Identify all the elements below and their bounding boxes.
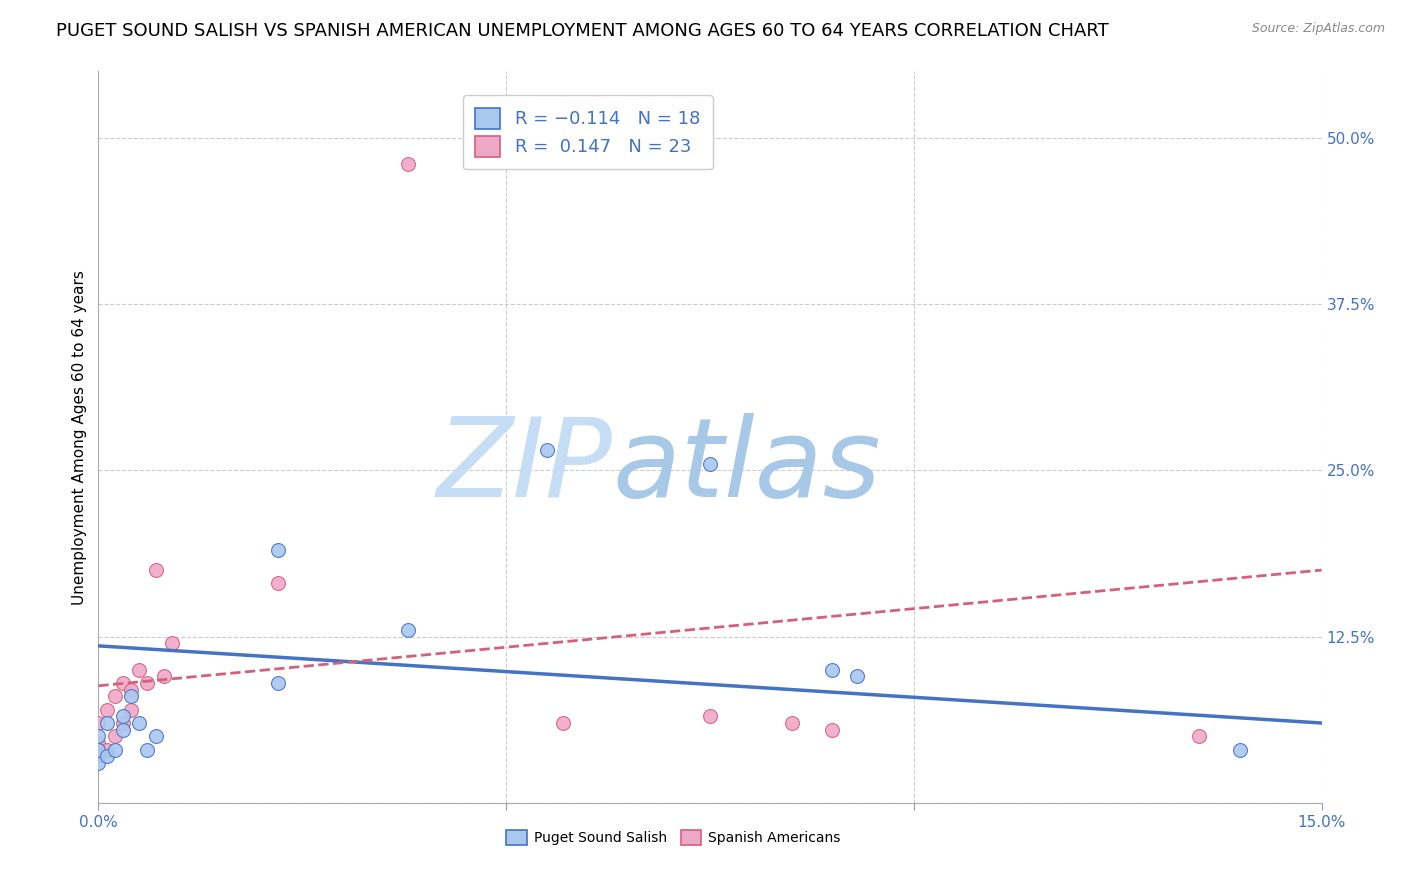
- Point: [136, 676, 159, 690]
- Point: [396, 157, 419, 171]
- Point: [87, 742, 110, 756]
- Point: [396, 623, 419, 637]
- Point: [1229, 742, 1251, 756]
- Text: ZIP: ZIP: [436, 413, 612, 520]
- Point: [152, 669, 174, 683]
- Point: [87, 756, 110, 770]
- Text: Source: ZipAtlas.com: Source: ZipAtlas.com: [1251, 22, 1385, 36]
- Point: [128, 663, 150, 677]
- Point: [120, 682, 142, 697]
- Point: [267, 676, 290, 690]
- Text: atlas: atlas: [612, 413, 880, 520]
- Point: [267, 576, 290, 591]
- Point: [145, 729, 167, 743]
- Y-axis label: Unemployment Among Ages 60 to 64 years: Unemployment Among Ages 60 to 64 years: [72, 269, 87, 605]
- Point: [96, 703, 118, 717]
- Point: [87, 716, 110, 731]
- Point: [120, 690, 142, 704]
- Point: [111, 723, 134, 737]
- Point: [87, 736, 110, 750]
- Point: [96, 716, 118, 731]
- Point: [104, 742, 127, 756]
- Point: [120, 703, 142, 717]
- Point: [821, 723, 844, 737]
- Point: [1188, 729, 1211, 743]
- Point: [111, 676, 134, 690]
- Legend: Puget Sound Salish, Spanish Americans: Puget Sound Salish, Spanish Americans: [501, 824, 846, 851]
- Point: [821, 663, 844, 677]
- Point: [87, 749, 110, 764]
- Point: [267, 543, 290, 558]
- Point: [553, 716, 575, 731]
- Point: [111, 709, 134, 723]
- Point: [96, 749, 118, 764]
- Point: [96, 742, 118, 756]
- Point: [780, 716, 803, 731]
- Point: [104, 690, 127, 704]
- Point: [128, 716, 150, 731]
- Point: [136, 742, 159, 756]
- Text: PUGET SOUND SALISH VS SPANISH AMERICAN UNEMPLOYMENT AMONG AGES 60 TO 64 YEARS CO: PUGET SOUND SALISH VS SPANISH AMERICAN U…: [56, 22, 1109, 40]
- Point: [845, 669, 868, 683]
- Point: [145, 563, 167, 577]
- Point: [699, 457, 721, 471]
- Point: [536, 443, 558, 458]
- Point: [111, 716, 134, 731]
- Point: [87, 729, 110, 743]
- Point: [104, 729, 127, 743]
- Point: [699, 709, 721, 723]
- Point: [160, 636, 183, 650]
